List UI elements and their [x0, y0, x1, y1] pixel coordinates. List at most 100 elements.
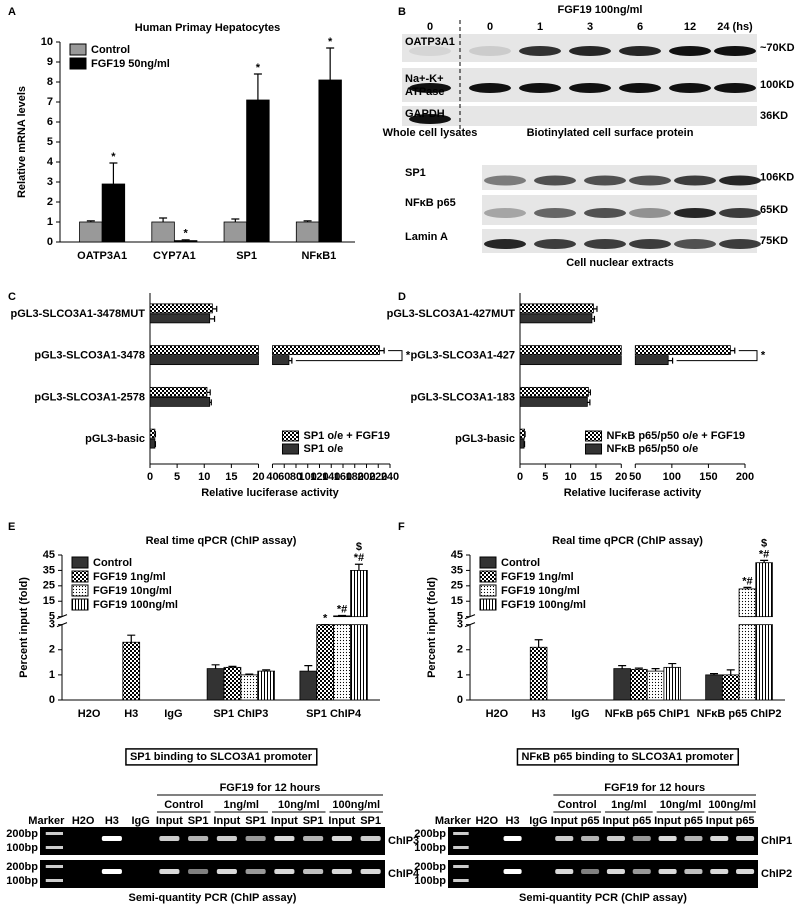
significance-label: *	[111, 151, 116, 163]
blot-band	[584, 208, 626, 218]
panel-label: B	[398, 6, 406, 18]
x-tick-label: 15	[225, 471, 237, 483]
blot-caption: Biotinylated cell surface protein	[527, 127, 694, 139]
significance-label: *	[761, 350, 766, 362]
blot-caption: Whole cell lysates	[383, 127, 478, 139]
ladder-band	[453, 879, 469, 882]
bar	[299, 670, 318, 701]
gel-caption: Semi-quantity PCR (ChIP assay)	[129, 892, 297, 904]
x-tick-label: 150	[699, 471, 717, 483]
gel-band	[216, 836, 237, 841]
error-bar	[245, 673, 254, 675]
bar	[519, 438, 525, 449]
lane-label: 24 (hs)	[717, 21, 753, 33]
size-label: ~70KD	[760, 42, 795, 54]
x-tick-label: SP1	[236, 250, 257, 262]
bar	[738, 624, 757, 701]
error-bar	[726, 669, 735, 675]
legend-label: Control	[501, 557, 540, 569]
significance-label: *	[328, 36, 333, 48]
bar	[149, 313, 211, 324]
blot-band	[674, 208, 716, 218]
marker-label: 100bp	[414, 842, 446, 854]
y-tick-label: 5	[47, 136, 53, 148]
x-tick-label: IgG	[571, 708, 589, 720]
legend-label: NFκB p65/p50 o/e + FGF19	[607, 430, 745, 442]
y-tick-label: pGL3-SLCO3A1-2578	[34, 391, 145, 403]
gel-band	[632, 869, 651, 874]
ladder-band	[453, 846, 469, 849]
y-tick-label: 5	[49, 611, 55, 623]
bar	[149, 345, 259, 356]
y-tick-label: 45	[43, 549, 55, 561]
blot-band	[469, 83, 511, 93]
legend-label: FGF19 1ng/ml	[501, 571, 574, 583]
bar	[613, 668, 631, 701]
blot-strip	[402, 106, 757, 126]
significance-label: $	[356, 541, 362, 553]
blot-band	[619, 46, 661, 56]
blot-band	[519, 46, 561, 56]
blot-band	[674, 239, 716, 249]
caption-box	[125, 748, 318, 766]
chart-title: Real time qPCR (ChIP assay)	[552, 535, 703, 547]
legend-swatch	[479, 598, 497, 611]
row-label: SP1	[405, 167, 426, 179]
blot-band	[719, 208, 761, 218]
marker-label: 200bp	[6, 828, 38, 840]
bar	[149, 303, 213, 314]
error-bar	[588, 389, 591, 396]
blot-band	[714, 83, 756, 93]
error-bar	[304, 664, 313, 672]
blot-band	[719, 239, 761, 249]
x-tick-label: 120	[310, 471, 328, 483]
legend-swatch	[69, 57, 87, 70]
chart-title: Human Primay Hepatocytes	[135, 22, 281, 34]
lane-label: Input	[706, 815, 733, 827]
y-tick-label: 0	[49, 694, 55, 706]
group-label: 100ng/ml	[332, 799, 380, 811]
bar	[257, 670, 275, 701]
blot-title: FGF19 100ng/ml	[558, 4, 643, 16]
gel-band	[188, 869, 209, 874]
gel-band	[736, 869, 755, 874]
bar	[350, 570, 368, 618]
y-axis-label: Relative mRNA levels	[16, 86, 28, 198]
row-label: ChIP4	[388, 868, 420, 880]
blot-band	[534, 208, 576, 218]
y-tick-label: pGL3-basic	[85, 433, 145, 445]
lane-label: Marker	[435, 815, 472, 827]
x-tick-label: 40	[266, 471, 278, 483]
y-tick-label: 0	[47, 236, 53, 248]
group-label: 10ng/ml	[660, 799, 702, 811]
blot-band	[674, 175, 716, 186]
error-bar	[668, 357, 674, 364]
x-tick-label: H3	[532, 708, 546, 720]
error-bar	[253, 73, 262, 100]
bar	[149, 438, 156, 449]
marker-label: 100bp	[6, 842, 38, 854]
size-label: 65KD	[760, 204, 788, 216]
bar	[122, 641, 141, 701]
panel-label: F	[398, 521, 405, 533]
significance-label: *#	[759, 548, 769, 560]
significance-label: *#	[354, 552, 364, 564]
gel-band	[245, 869, 266, 874]
gel	[40, 827, 385, 855]
lane-label: p65	[736, 815, 755, 827]
lane-label: 0	[427, 21, 433, 33]
y-tick-label: 1	[457, 669, 463, 681]
lane-label: Input	[654, 815, 681, 827]
size-label: 106KD	[760, 171, 794, 183]
gel-band	[159, 869, 180, 874]
blot-band	[484, 175, 526, 186]
gel-band	[632, 836, 651, 841]
x-tick-label: 5	[174, 471, 180, 483]
lane-label: Marker	[28, 815, 65, 827]
gel-band	[274, 869, 295, 874]
y-tick-label: pGL3-SLCO3A1-427MUT	[387, 308, 516, 320]
bar	[634, 355, 669, 366]
blot-band	[469, 46, 511, 56]
error-bar	[86, 220, 95, 222]
lane-label: 3	[587, 21, 593, 33]
